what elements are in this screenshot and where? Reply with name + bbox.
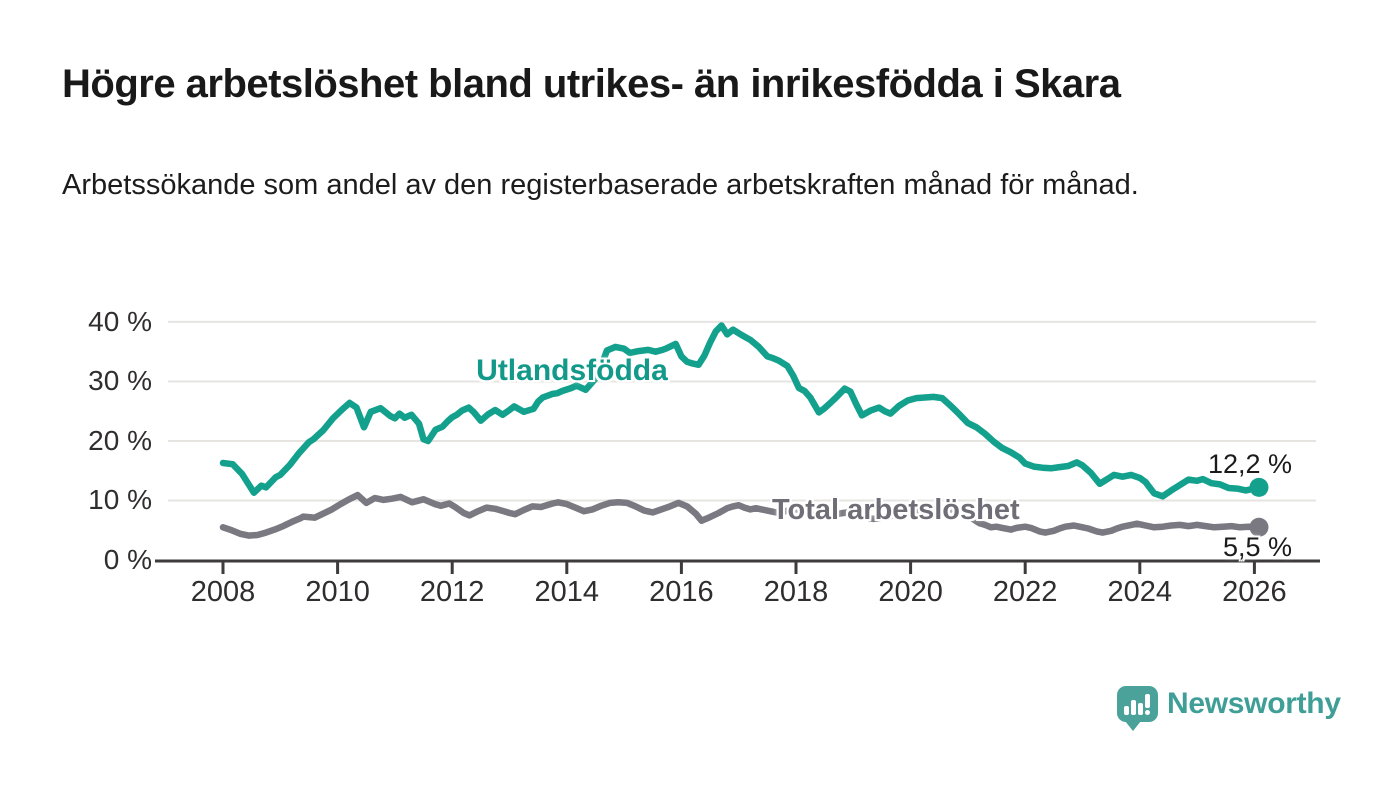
series-line-utlandsfodda [219, 322, 1263, 500]
x-axis-tick-label: 2024 [1107, 576, 1173, 608]
x-axis-tick-label: 2012 [419, 576, 485, 608]
logo-bar-icon [1131, 700, 1136, 715]
end-value-label-utlandsfodda: 12,2 % [1207, 449, 1292, 479]
logo-exclamation-dot-icon [1145, 710, 1150, 715]
logo-exclamation-icon [1145, 694, 1150, 708]
series-line-total [219, 491, 1263, 539]
x-axis-tick-label: 2008 [190, 576, 256, 608]
y-axis-tick-label: 10 % [88, 484, 152, 516]
logo-bar-icon [1124, 706, 1129, 715]
series-label-total-arbetsloshet: Total arbetslöshet [772, 494, 1020, 526]
x-axis-tick-label: 2026 [1222, 576, 1287, 608]
y-axis-tick-label: 20 % [88, 424, 152, 456]
x-axis-tick-label: 2010 [305, 576, 370, 608]
series-end-dot-total [1249, 517, 1269, 537]
logo-text: Newsworthy [1167, 687, 1341, 720]
bar-chart-speech-bubble-icon [1117, 686, 1158, 731]
x-axis-tick-label: 2014 [534, 576, 600, 608]
y-axis-tick-label: 40 % [88, 305, 152, 337]
x-axis-tick-label: 2020 [878, 576, 943, 608]
y-axis-tick-label: 30 % [88, 365, 152, 397]
page-title: Högre arbetslöshet bland utrikes- än inr… [62, 62, 1121, 106]
x-axis-tick-label: 2018 [763, 576, 829, 608]
x-axis-tick-label: 2022 [992, 576, 1058, 608]
logo-bar-icon [1138, 703, 1143, 715]
x-axis-tick-label: 2016 [649, 576, 714, 608]
series-end-dot-utlandsfodda [1249, 477, 1269, 497]
series-label-utlandsfodda: Utlandsfödda [476, 354, 668, 387]
end-value-label-total: 5,5 % [1222, 532, 1292, 562]
page-subtitle: Arbetssökande som andel av den registerb… [62, 169, 1139, 201]
y-axis-tick-label: 0 % [103, 544, 152, 575]
